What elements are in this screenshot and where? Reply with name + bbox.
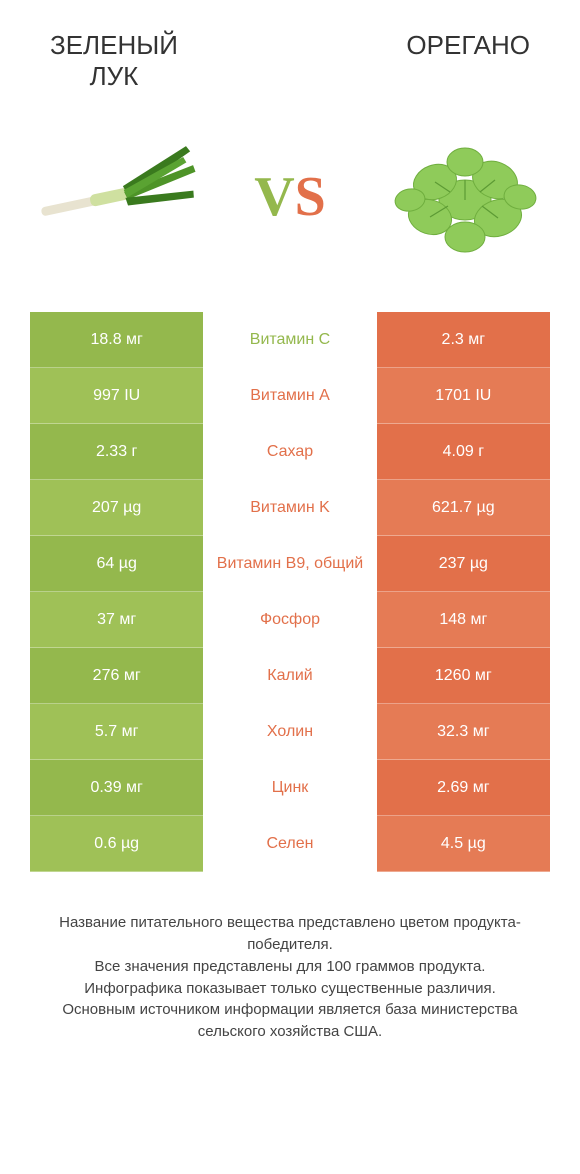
right-value: 2.69 мг xyxy=(377,760,550,816)
right-value: 1701 IU xyxy=(377,368,550,424)
footer-line: Основным источником информации является … xyxy=(30,999,550,1043)
left-value: 37 мг xyxy=(30,592,203,648)
table-row: 37 мгФосфор148 мг xyxy=(30,592,550,648)
vs-row: VS xyxy=(0,102,580,312)
left-value: 276 мг xyxy=(30,648,203,704)
nutrient-label: Калий xyxy=(203,648,376,704)
table-row: 2.33 гСахар4.09 г xyxy=(30,424,550,480)
left-value: 997 IU xyxy=(30,368,203,424)
nutrient-label: Витамин B9, общий xyxy=(203,536,376,592)
table-row: 64 µgВитамин B9, общий237 µg xyxy=(30,536,550,592)
green-onion-icon xyxy=(30,122,200,272)
table-row: 0.6 µgСелен4.5 µg xyxy=(30,816,550,872)
comparison-table: 18.8 мгВитамин C2.3 мг997 IUВитамин A170… xyxy=(0,312,580,872)
table-row: 5.7 мгХолин32.3 мг xyxy=(30,704,550,760)
left-value: 0.6 µg xyxy=(30,816,203,872)
right-value: 2.3 мг xyxy=(377,312,550,368)
right-value: 4.5 µg xyxy=(377,816,550,872)
table-row: 276 мгКалий1260 мг xyxy=(30,648,550,704)
table-row: 18.8 мгВитамин C2.3 мг xyxy=(30,312,550,368)
table-row: 997 IUВитамин A1701 IU xyxy=(30,368,550,424)
left-value: 0.39 мг xyxy=(30,760,203,816)
right-value: 237 µg xyxy=(377,536,550,592)
right-value: 621.7 µg xyxy=(377,480,550,536)
footer-line: Название питательного вещества представл… xyxy=(30,912,550,956)
nutrient-label: Холин xyxy=(203,704,376,760)
footer-line: Все значения представлены для 100 граммо… xyxy=(30,956,550,978)
right-product-title: OРЕГАНО xyxy=(406,30,530,61)
right-value: 32.3 мг xyxy=(377,704,550,760)
nutrient-label: Селен xyxy=(203,816,376,872)
right-value: 4.09 г xyxy=(377,424,550,480)
nutrient-label: Цинк xyxy=(203,760,376,816)
left-value: 2.33 г xyxy=(30,424,203,480)
right-product-image xyxy=(380,122,550,272)
left-value: 18.8 мг xyxy=(30,312,203,368)
right-value: 148 мг xyxy=(377,592,550,648)
nutrient-label: Витамин K xyxy=(203,480,376,536)
vs-label: VS xyxy=(254,165,326,229)
left-value: 64 µg xyxy=(30,536,203,592)
nutrient-label: Фосфор xyxy=(203,592,376,648)
right-value: 1260 мг xyxy=(377,648,550,704)
oregano-icon xyxy=(380,122,550,272)
header: ЗЕЛЕНЫЙ ЛУК OРЕГАНО xyxy=(0,0,580,102)
nutrient-label: Сахар xyxy=(203,424,376,480)
footer-line: Инфографика показывает только существенн… xyxy=(30,978,550,1000)
left-value: 207 µg xyxy=(30,480,203,536)
vs-v: V xyxy=(254,166,294,228)
table-row: 0.39 мгЦинк2.69 мг xyxy=(30,760,550,816)
left-product-title: ЗЕЛЕНЫЙ ЛУК xyxy=(50,30,178,92)
nutrient-label: Витамин A xyxy=(203,368,376,424)
vs-s: S xyxy=(295,166,326,228)
footer-notes: Название питательного вещества представл… xyxy=(0,872,580,1043)
table-row: 207 µgВитамин K621.7 µg xyxy=(30,480,550,536)
left-product-image xyxy=(30,122,200,272)
left-value: 5.7 мг xyxy=(30,704,203,760)
nutrient-label: Витамин C xyxy=(203,312,376,368)
